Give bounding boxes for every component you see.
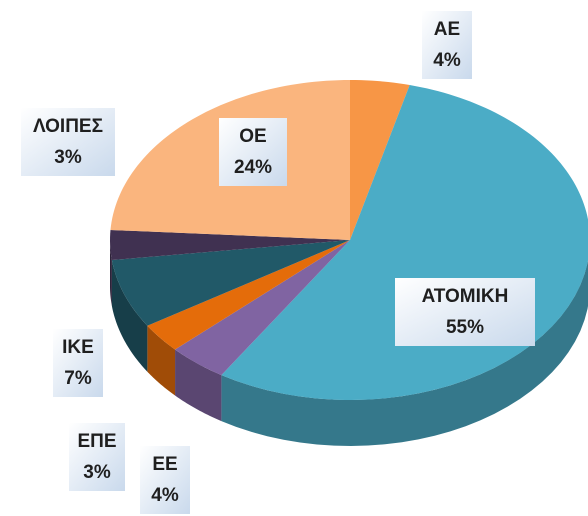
pie-side [110, 240, 112, 307]
label-box [422, 11, 472, 79]
category-label: ΛΟΙΠΕΣ [33, 116, 103, 137]
category-label: ΕΠΕ [77, 431, 116, 452]
value-label: 7% [64, 368, 92, 389]
pie-slice [147, 240, 350, 350]
pie-slice [350, 80, 410, 240]
value-label: 55% [446, 317, 484, 338]
category-label: ΑΕ [434, 19, 460, 40]
value-label: 3% [83, 462, 111, 483]
pie-slice [111, 240, 350, 326]
pie-slice [110, 229, 350, 261]
label-box [21, 108, 115, 176]
value-label: 3% [54, 147, 82, 168]
data-labels: ΑΕ 4% ΑΤΟΜΙΚΗ 55% ΕΕ 4% ΕΠΕ 3% ΙΚΕ 7% ΛΟΙΠΕΣ 3% ΟΕ 24… [21, 11, 535, 514]
pie-sides [110, 240, 588, 446]
label-box [69, 423, 125, 491]
label-box [140, 446, 190, 514]
value-label: 4% [151, 485, 179, 506]
pie-slice [175, 240, 350, 376]
pie-side [221, 260, 588, 446]
value-label: 4% [433, 50, 461, 71]
category-label: ΕΕ [152, 454, 177, 475]
label-box [53, 329, 103, 397]
pie-side [175, 349, 222, 422]
pie-side [111, 260, 148, 372]
category-label: ΑΤΟΜΙΚΗ [422, 286, 509, 307]
label-box [395, 278, 535, 346]
pie-tops [110, 80, 588, 400]
pie-side [147, 325, 176, 396]
category-label: ΟΕ [239, 126, 266, 147]
category-label: ΙΚΕ [62, 337, 94, 358]
value-label: 24% [234, 157, 272, 178]
label-box [219, 118, 287, 186]
